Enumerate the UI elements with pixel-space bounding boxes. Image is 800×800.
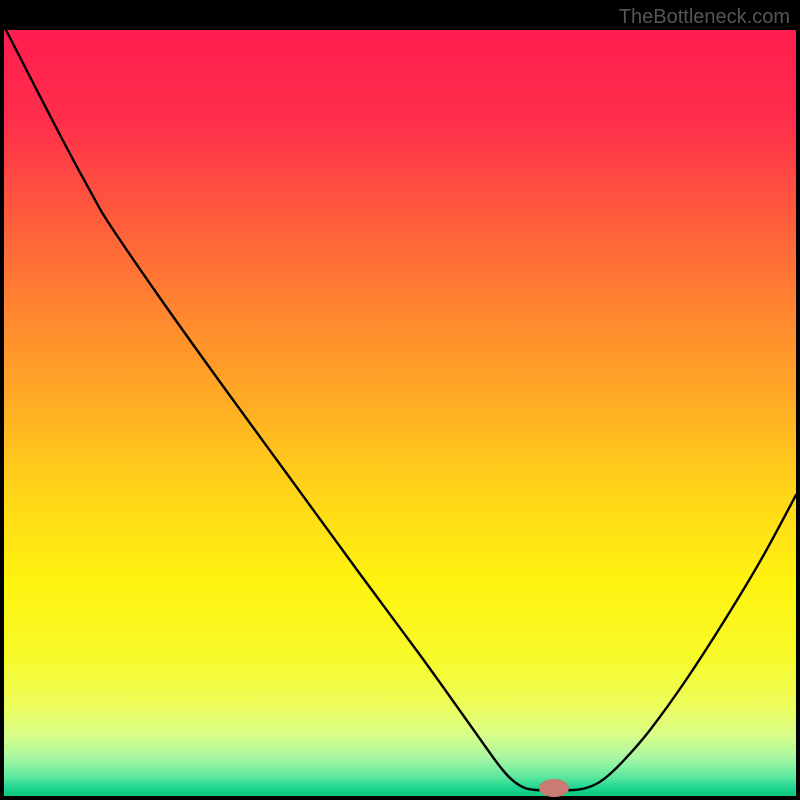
watermark-text: TheBottleneck.com [619,6,790,29]
chart-container: TheBottleneck.com [0,0,800,800]
optimal-marker [539,779,569,797]
bottleneck-chart [0,0,800,800]
chart-gradient-bg [4,30,796,796]
